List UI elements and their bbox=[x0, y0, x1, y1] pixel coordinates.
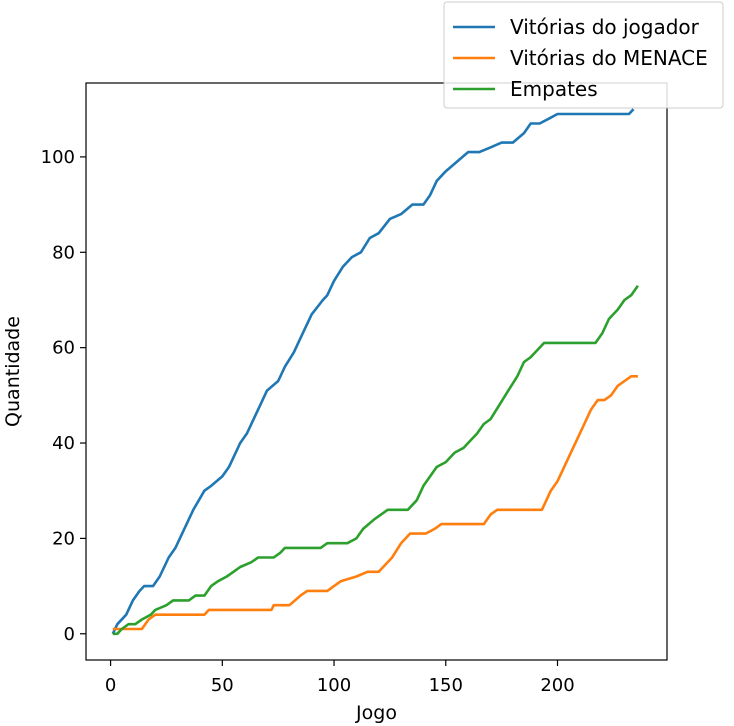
x-tick-label: 50 bbox=[211, 675, 234, 696]
x-tick-label: 200 bbox=[540, 675, 574, 696]
y-tick-label: 0 bbox=[64, 624, 75, 645]
x-tick-label: 100 bbox=[317, 675, 351, 696]
y-axis-label: Quantidade bbox=[2, 316, 24, 427]
series-line-1 bbox=[112, 375, 638, 631]
series-layer bbox=[111, 108, 639, 636]
x-tick-label: 150 bbox=[429, 675, 463, 696]
x-tick-label: 0 bbox=[105, 675, 116, 696]
series-line-0 bbox=[111, 108, 635, 635]
legend-entries: Vitórias do jogador Vitórias do MENACE Emp… bbox=[453, 15, 708, 101]
y-tick-label: 100 bbox=[41, 147, 75, 168]
x-axis-ticks: 0 50 100 150 200 bbox=[105, 660, 575, 696]
legend-label-2: Empates bbox=[510, 77, 598, 101]
x-axis-label: Jogo bbox=[355, 702, 397, 724]
y-tick-label: 20 bbox=[52, 528, 75, 549]
plot-frame bbox=[85, 82, 668, 661]
y-tick-label: 80 bbox=[52, 242, 75, 263]
legend-label-1: Vitórias do MENACE bbox=[510, 46, 708, 70]
y-axis-ticks: 0 20 40 60 80 100 bbox=[41, 147, 86, 645]
y-tick-label: 60 bbox=[52, 338, 75, 359]
series-line-2 bbox=[112, 284, 639, 636]
y-tick-label: 40 bbox=[52, 433, 75, 454]
legend: Vitórias do jogador Vitórias do MENACE Emp… bbox=[443, 1, 724, 109]
legend-box bbox=[443, 1, 724, 109]
legend-label-0: Vitórias do jogador bbox=[510, 15, 700, 39]
